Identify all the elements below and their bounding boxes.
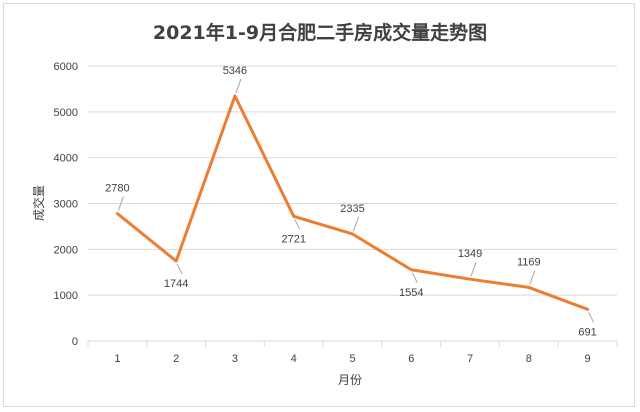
chart-title: 2021年1-9月合肥二手房成交量走势图 bbox=[153, 21, 487, 44]
y-axis-title: 成交量 bbox=[31, 185, 46, 221]
data-label-leader bbox=[235, 78, 242, 94]
y-tick-label: 5000 bbox=[54, 107, 78, 119]
data-label: 1554 bbox=[399, 287, 423, 299]
y-tick-label: 2000 bbox=[54, 244, 78, 256]
data-label: 1349 bbox=[458, 248, 482, 260]
x-tick-label: 9 bbox=[585, 353, 591, 365]
data-label-leaders bbox=[117, 78, 595, 323]
data-label-leader bbox=[411, 272, 418, 283]
data-label: 1744 bbox=[164, 278, 188, 290]
x-tick-label: 8 bbox=[526, 353, 532, 365]
x-tick-label: 2 bbox=[173, 353, 179, 365]
data-label-leader bbox=[117, 196, 124, 211]
y-tick-label: 1000 bbox=[54, 290, 78, 302]
data-label: 5346 bbox=[223, 65, 247, 77]
x-tick-label: 7 bbox=[467, 353, 473, 365]
data-label-leader bbox=[176, 263, 183, 275]
x-tick-label: 1 bbox=[114, 353, 120, 365]
chart-frame bbox=[3, 3, 635, 407]
x-tick-label: 6 bbox=[408, 353, 414, 365]
data-label-leader bbox=[470, 262, 477, 277]
data-label: 2335 bbox=[340, 203, 364, 215]
y-tick-label: 6000 bbox=[54, 61, 78, 73]
data-label-leader bbox=[588, 312, 595, 323]
y-tick-label: 3000 bbox=[54, 199, 78, 211]
data-label-leader bbox=[529, 270, 536, 285]
data-label: 1169 bbox=[517, 256, 541, 268]
data-label: 691 bbox=[578, 326, 596, 338]
x-tick-label: 3 bbox=[232, 353, 238, 365]
x-tick-label: 4 bbox=[291, 353, 297, 365]
x-tick-label: 5 bbox=[349, 353, 355, 365]
x-axis-tick-labels: 1 2 3 4 5 6 7 8 9 bbox=[114, 353, 590, 365]
gridlines bbox=[87, 65, 618, 347]
y-axis-tick-labels: 0 1000 2000 3000 4000 5000 6000 bbox=[54, 61, 78, 348]
data-label-leader bbox=[353, 216, 359, 232]
y-tick-label: 0 bbox=[72, 336, 78, 348]
data-label: 2721 bbox=[281, 233, 305, 245]
data-label: 2780 bbox=[105, 183, 129, 195]
data-labels: 2780 1744 5346 2721 2335 1554 1349 1169 691 bbox=[105, 65, 597, 338]
y-tick-label: 4000 bbox=[54, 153, 78, 165]
data-label-leader bbox=[294, 219, 301, 230]
x-axis-title: 月份 bbox=[338, 373, 362, 387]
